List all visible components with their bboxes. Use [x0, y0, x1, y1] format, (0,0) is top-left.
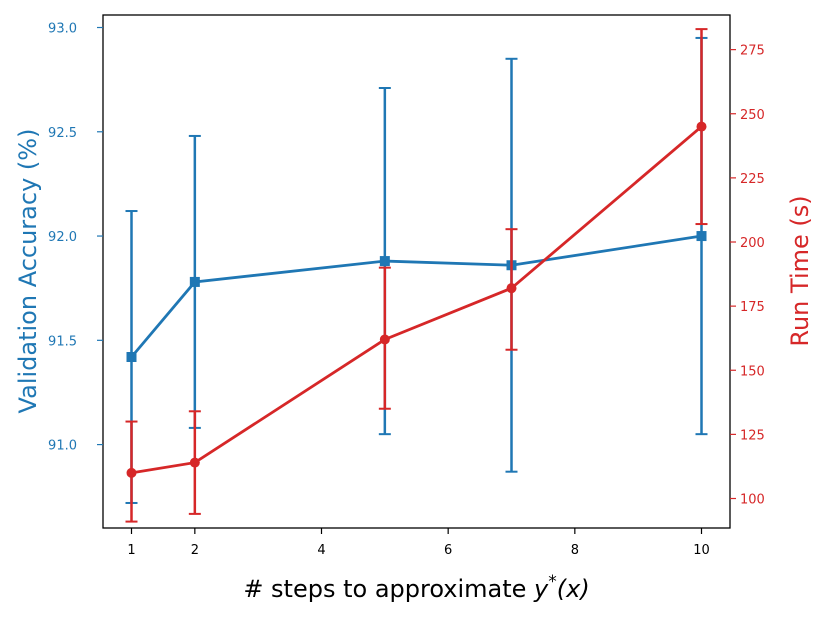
series-right	[125, 28, 708, 523]
y-left-tick-label: 92.0	[48, 230, 77, 245]
x-tick-label: 2	[191, 543, 199, 558]
x-tick-label: 1	[127, 543, 135, 558]
y-right-tick-label: 250	[740, 108, 765, 123]
y-left-tick-label: 91.0	[48, 439, 77, 454]
y-left-tick-label: 92.5	[48, 126, 77, 141]
y-right-tick-label: 175	[740, 300, 765, 315]
data-point-marker	[189, 276, 200, 287]
series-left	[125, 36, 708, 504]
data-point-marker	[126, 467, 137, 478]
data-point-marker	[189, 457, 200, 468]
x-tick-label: 6	[444, 543, 452, 558]
y-right-tick-label: 225	[740, 172, 765, 187]
y-right-tick-label: 125	[740, 428, 765, 443]
data-point-marker	[379, 334, 390, 345]
x-tick-label: 8	[571, 543, 579, 558]
data-point-marker	[126, 352, 137, 362]
series-layer	[125, 28, 708, 523]
plot-frame	[102, 14, 731, 529]
x-tick-label: 10	[693, 543, 710, 558]
y-left-axis: 91.0 91.5 92.0 92.5 93.0	[48, 22, 103, 454]
y-left-tick-label: 93.0	[48, 22, 77, 37]
data-point-marker	[696, 231, 707, 242]
y-left-axis-title: Validation Accuracy (%)	[14, 129, 42, 414]
x-axis: 1 2 4 6 8 10	[127, 528, 710, 558]
y-right-tick-label: 150	[740, 364, 765, 379]
y-right-axis-title: Run Time (s)	[786, 195, 814, 346]
x-tick-label: 4	[317, 543, 325, 558]
data-point-marker	[506, 283, 517, 294]
x-axis-title: # steps to approximate y*(x)	[243, 572, 589, 603]
data-point-marker	[379, 256, 390, 267]
data-point-marker	[696, 121, 707, 132]
series-line	[130, 234, 702, 358]
series-line	[131, 125, 703, 475]
y-right-tick-label: 200	[740, 236, 765, 251]
y-left-tick-label: 91.5	[48, 334, 77, 349]
y-right-tick-label: 100	[740, 493, 765, 508]
y-right-tick-label: 275	[740, 44, 765, 59]
y-right-axis: 100 125 150 175 200 225 250 275	[730, 44, 765, 508]
